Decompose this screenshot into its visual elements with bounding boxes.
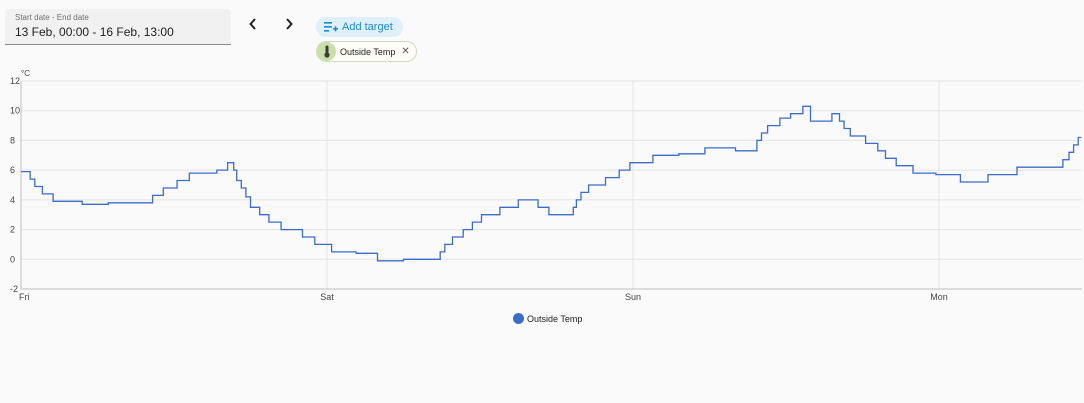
next-period-button[interactable] — [282, 17, 296, 33]
thermometer-icon — [323, 45, 330, 58]
y-axis-unit: °C — [21, 69, 30, 78]
target-chip-outside-temp[interactable]: Outside Temp ✕ — [316, 41, 417, 62]
chart-legend-item[interactable]: Outside Temp — [513, 313, 582, 324]
x-tick-label: Fri — [19, 292, 30, 302]
y-tick-label: 4 — [10, 195, 15, 205]
chart-axes: °C -2 0 2 4 6 8 10 12 Fri Sat Sun Mon — [10, 69, 1082, 302]
chip-avatar — [317, 42, 336, 61]
temperature-chart: °C -2 0 2 4 6 8 10 12 Fri Sat Sun Mon — [10, 69, 1082, 302]
y-tick-label: 10 — [10, 106, 20, 116]
close-icon[interactable]: ✕ — [401, 46, 410, 57]
y-tick-label: 6 — [10, 165, 15, 175]
previous-period-button[interactable] — [246, 17, 260, 33]
playlist-add-icon — [324, 22, 338, 32]
x-tick-label: Mon — [930, 292, 948, 302]
date-range-value: 13 Feb, 00:00 - 16 Feb, 13:00 — [15, 25, 174, 39]
x-tick-label: Sun — [625, 292, 641, 302]
y-tick-label: 2 — [10, 225, 15, 235]
chart-series — [21, 105, 1082, 262]
date-range-label: Start date - End date — [15, 13, 89, 22]
y-tick-label: -2 — [10, 284, 18, 294]
add-target-label: Add target — [342, 21, 393, 33]
date-range-picker[interactable]: Start date - End date 13 Feb, 00:00 - 16… — [5, 9, 231, 45]
add-target-button[interactable]: Add target — [316, 17, 403, 37]
legend-label: Outside Temp — [527, 313, 583, 324]
x-tick-label: Sat — [320, 292, 334, 302]
y-tick-label: 12 — [10, 76, 20, 86]
chevron-left-icon — [249, 18, 256, 30]
chart-grid — [21, 80, 1082, 290]
legend-swatch — [513, 313, 524, 324]
y-tick-label: 0 — [10, 254, 15, 264]
series-line-outside-temp — [21, 105, 1082, 262]
y-tick-label: 8 — [10, 135, 15, 145]
chip-label: Outside Temp — [340, 46, 396, 57]
chevron-right-icon — [286, 18, 293, 30]
